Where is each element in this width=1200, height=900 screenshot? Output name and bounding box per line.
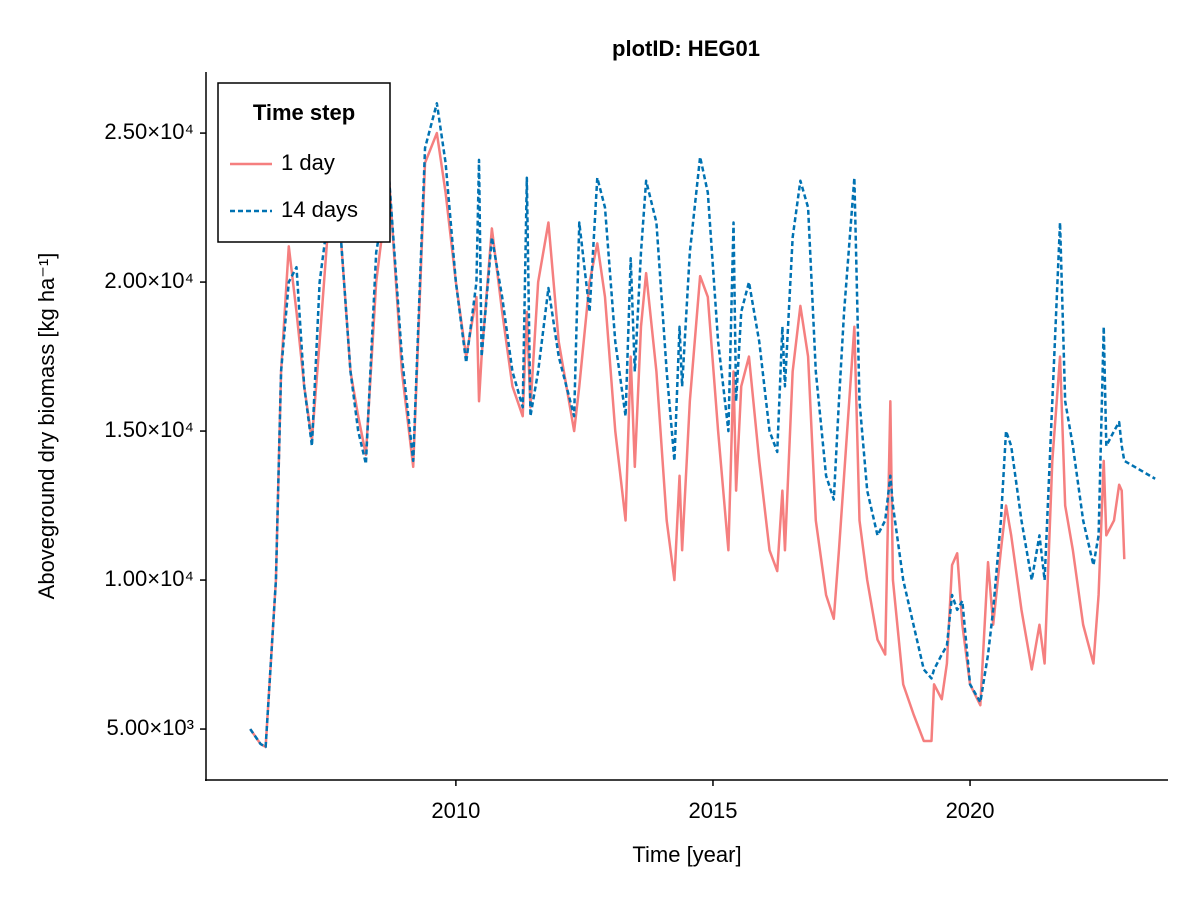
y-axis-label: Aboveground dry biomass [kg ha⁻¹] bbox=[34, 253, 59, 600]
x-tick-label: 2020 bbox=[946, 798, 995, 823]
chart-title: plotID: HEG01 bbox=[612, 36, 760, 61]
x-axis-label: Time [year] bbox=[632, 842, 741, 867]
legend-label: 1 day bbox=[281, 150, 335, 175]
y-tick-label: 5.00×10³ bbox=[107, 715, 194, 740]
y-tick-label: 2.50×10⁴ bbox=[104, 119, 194, 144]
plot-area bbox=[249, 102, 1156, 749]
y-tick-label: 1.50×10⁴ bbox=[104, 417, 194, 442]
y-tick-label: 2.00×10⁴ bbox=[104, 268, 194, 293]
x-tick-label: 2015 bbox=[688, 798, 737, 823]
legend-box bbox=[217, 82, 391, 243]
legend-label: 14 days bbox=[281, 197, 358, 222]
x-tick-label: 2010 bbox=[431, 798, 480, 823]
legend: Time step 1 day 14 days bbox=[217, 82, 391, 243]
legend-title: Time step bbox=[253, 100, 355, 125]
series-line bbox=[249, 102, 1156, 749]
y-tick-label: 1.00×10⁴ bbox=[104, 566, 194, 591]
